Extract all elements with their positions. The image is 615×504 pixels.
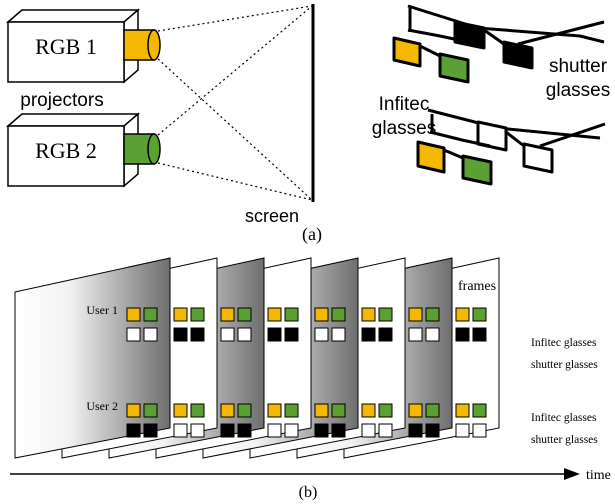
shutter-lens [284,423,299,438]
infitec-lens [472,403,487,418]
shutter-lens [220,423,235,438]
shutter-lens [143,423,158,438]
shutter-lens [126,327,141,342]
time-axis [10,468,580,480]
label-line: glasses [546,80,610,101]
shutter-lens [361,327,376,342]
shutter-lens [173,423,188,438]
infitec-lens [378,403,393,418]
shutter-lens [314,423,329,438]
infitec-lens [425,403,440,418]
shutter-lens [378,327,393,342]
infitec-lens [378,307,393,322]
infitec-lens [173,403,188,418]
caption: (a) [302,224,322,245]
row-label: Infitec glasses [531,412,597,424]
row-label: shutter glasses [531,434,598,446]
infitec-lens [267,307,282,322]
shutter-lens [455,327,470,342]
infitec-lens [190,403,205,418]
infitec-lens [126,307,141,322]
infitec-lens [284,307,299,322]
infitec-lens [331,307,346,322]
frames-label: frames [458,279,496,294]
infitec-lens [408,403,423,418]
projectors-label: projectors [20,90,103,111]
infitec-lens [472,307,487,322]
label-line: glasses [372,118,436,139]
infitec-lens [237,307,252,322]
shutter-lens [472,327,487,342]
infitec-lens [314,307,329,322]
infitec-lens [173,307,188,322]
user-label: User 2 [86,399,118,413]
shutter-lens [472,423,487,438]
infitec-glasses-label: Infitec glasses [372,94,436,139]
shutter-lens [408,327,423,342]
projector-1 [5,8,161,84]
projector-2 [5,112,161,188]
infitec-lens [408,307,423,322]
infitec-lens [455,307,470,322]
shutter-lens [190,423,205,438]
row-label: Infitec glasses [531,337,597,349]
caption: (b) [299,484,318,501]
label-line: Infitec [379,94,430,115]
infitec-lens [284,403,299,418]
shutter-lens [126,423,141,438]
shutter-glasses-label: shutter glasses [546,56,610,101]
shutter-lens [331,423,346,438]
infitec-lens [455,403,470,418]
shutter-lens [190,327,205,342]
infitec-lens [220,307,235,322]
infitec-lens [361,307,376,322]
infitec-lens [143,403,158,418]
shutter-lens [220,327,235,342]
shutter-lens [378,423,393,438]
time-label: time [586,468,611,483]
user-label: User 1 [86,303,118,317]
shutter-lens [173,327,188,342]
infitec-lens [126,403,141,418]
frame [14,257,171,459]
screen-label: screen [245,206,299,226]
infitec-lens [267,403,282,418]
shutter-lens [237,327,252,342]
infitec-lens [314,403,329,418]
infitec-lens [361,403,376,418]
shutter-lens [361,423,376,438]
shutter-lens [425,327,440,342]
shutter-lens [455,423,470,438]
shutter-lens [314,327,329,342]
glasses-top [392,4,605,84]
projector-label: RGB 1 [35,34,97,59]
infitec-lens [331,403,346,418]
shutter-lens [237,423,252,438]
shutter-lens [331,327,346,342]
infitec-lens [425,307,440,322]
shutter-lens [143,327,158,342]
row-label: shutter glasses [531,359,598,371]
label-line: shutter [549,56,608,77]
shutter-lens [425,423,440,438]
shutter-lens [267,327,282,342]
projector-label: RGB 2 [35,138,97,163]
infitec-lens [237,403,252,418]
glasses-bottom [416,108,606,186]
frames [14,257,500,459]
shutter-lens [408,423,423,438]
infitec-lens [190,307,205,322]
infitec-lens [143,307,158,322]
shutter-lens [284,327,299,342]
shutter-lens [267,423,282,438]
infitec-lens [220,403,235,418]
projection-rays [157,5,313,201]
